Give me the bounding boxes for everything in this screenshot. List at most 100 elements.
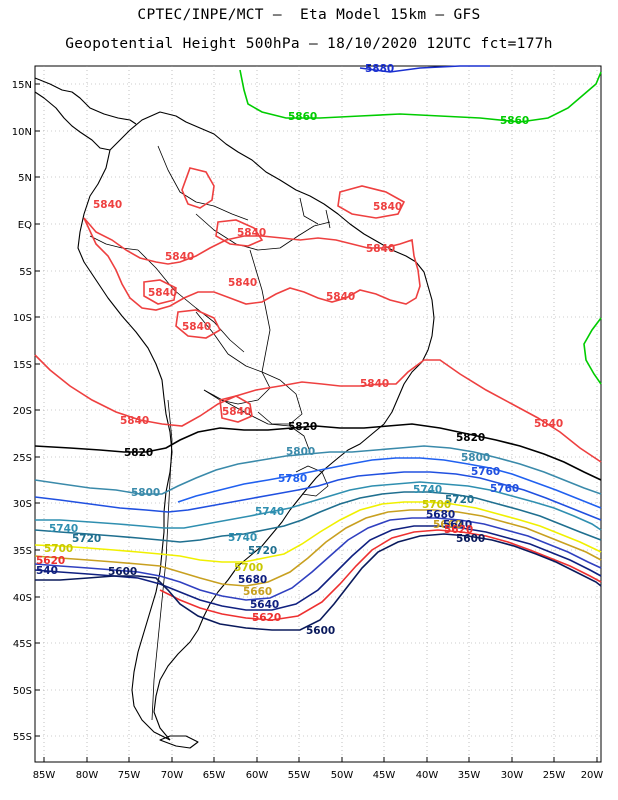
tierra-del-fuego (159, 735, 199, 749)
contour-5840-patch-6 (143, 279, 177, 305)
contour-label-5740-4: 5740 (228, 532, 257, 544)
lon-label-50w: 50W (331, 770, 354, 781)
contour-5860-east (583, 317, 602, 385)
border-guianas (299, 197, 331, 229)
lon-label-80w: 80W (76, 770, 99, 781)
border-bolivia (195, 311, 271, 405)
contour-label-5840-7: 5840 (148, 287, 177, 299)
lat-label-30s: 30S (13, 499, 32, 510)
lat-label-10n: 10N (12, 127, 32, 138)
contour-label-5860-2: 5860 (500, 115, 529, 127)
contour-5640 (34, 525, 602, 611)
lat-label-45s: 45S (13, 639, 32, 650)
country-borders (89, 145, 331, 721)
lat-label-35s: 35S (13, 546, 32, 557)
lat-label-10s: 10S (13, 313, 32, 324)
contour-label-5700-1: 5700 (422, 499, 451, 511)
border-ecuador-peru (89, 235, 139, 251)
contour-label-5840-1: 5840 (93, 199, 122, 211)
lat-label-eq: EQ (18, 220, 32, 231)
lon-label-65w: 65W (203, 770, 226, 781)
lon-label-55w: 55W (288, 770, 311, 781)
contour-label-5780-1: 5780 (278, 473, 307, 485)
longitude-labels: 85W 80W 75W 70W 65W 60W 55W 50W 45W 40W … (33, 770, 604, 781)
contour-5840-patch-1 (181, 167, 215, 209)
contour-5840-patch-2 (337, 185, 406, 219)
lon-label-85w: 85W (33, 770, 56, 781)
lat-label-20s: 20S (13, 406, 32, 417)
contour-label-5640-2: 5640 (443, 519, 472, 531)
lon-label-35w: 35W (458, 770, 481, 781)
contour-label-5820-2: 5820 (456, 432, 485, 444)
contour-label-5840-10: 5840 (360, 378, 389, 390)
border-brazil-inner (249, 249, 271, 373)
contour-5820 (34, 423, 602, 481)
contour-5700 (34, 501, 602, 563)
contour-label-5640-1: 5640 (250, 599, 279, 611)
lon-label-45w: 45W (373, 770, 396, 781)
lon-label-70w: 70W (161, 770, 184, 781)
contour-5740 (35, 481, 602, 531)
border-argentina-north (203, 389, 311, 453)
contour-5840-west (34, 354, 602, 463)
contour-label-5840-8: 5840 (326, 291, 355, 303)
contour-5840-amazon (83, 217, 421, 311)
contour-label-5840-11: 5840 (222, 406, 251, 418)
contour-label-5600-1: 5600 (456, 533, 485, 545)
title-line-1: CPTEC/INPE/MCT – Eta Model 15km – GFS (137, 7, 481, 23)
contour-5760 (34, 471, 602, 521)
lat-label-55s: 55S (13, 732, 32, 743)
contour-5840-patch-5 (219, 395, 253, 423)
coastlines (34, 77, 435, 749)
lat-label-50s: 50S (13, 686, 32, 697)
central-america-coast-north (34, 91, 111, 151)
contour-label-5700-2: 5700 (44, 543, 73, 555)
contour-label-5720-2: 5720 (72, 533, 101, 545)
contour-label-5840-5: 5840 (165, 251, 194, 263)
contour-label-5620-2: 5620 (252, 612, 281, 624)
contour-label-5840-2: 5840 (373, 201, 402, 213)
contour-label-5820-3: 5820 (124, 447, 153, 459)
lat-label-15s: 15S (13, 360, 32, 371)
contour-label-5820-1: 5820 (288, 421, 317, 433)
contour-5840-patch-4 (175, 309, 222, 339)
contour-label-5760-1: 5760 (471, 466, 500, 478)
title-line-2: Geopotential Height 500hPa – 18/10/2020 … (65, 36, 553, 52)
contour-5680 (34, 509, 602, 587)
contour-label-5700-3: 5700 (234, 562, 263, 574)
contour-label-5740-1: 5740 (413, 484, 442, 496)
contour-label-5640-3: 540 (36, 565, 58, 577)
contour-label-5620-1: 5620 (444, 524, 473, 536)
contour-5880 (359, 65, 490, 73)
contour-label-5800-2: 5800 (461, 452, 490, 464)
contour-labels: 5880 5860 5860 5840 5840 5840 5840 5840 … (36, 63, 563, 637)
border-brazil-north (195, 213, 331, 251)
contour-5660 (34, 517, 602, 601)
contour-label-5600-3: 5600 (306, 625, 335, 637)
border-argentina-chile (151, 399, 173, 721)
contour-label-5840-9: 5840 (182, 321, 211, 333)
contour-label-5740-3: 5740 (49, 523, 78, 535)
contour-5620 (159, 529, 602, 621)
contour-label-5800-3: 5800 (131, 487, 160, 499)
lon-label-25w: 25W (543, 770, 566, 781)
contour-label-5720-3: 5720 (248, 545, 277, 557)
contour-label-5840-3: 5840 (237, 227, 266, 239)
contour-label-5660-2: 5660 (243, 586, 272, 598)
lat-label-25s: 25S (13, 453, 32, 464)
south-america-coast (109, 111, 435, 741)
lon-label-30w: 30W (501, 770, 524, 781)
contour-label-5740-2: 5740 (255, 506, 284, 518)
map-title: CPTEC/INPE/MCT – Eta Model 15km – GFS Ge… (0, 0, 618, 60)
contour-label-5660-1: 5660 (433, 519, 462, 531)
contour-label-5620-3: 5620 (36, 555, 65, 567)
contour-label-5880-1: 5880 (365, 63, 394, 75)
central-america-coast (34, 77, 137, 125)
contour-label-5860-1: 5860 (288, 111, 317, 123)
plot-frame (34, 65, 602, 763)
tick-marks (35, 83, 598, 762)
contour-label-5600-2: 5600 (108, 566, 137, 578)
border-uruguay (295, 465, 329, 497)
contour-5860-north (239, 69, 602, 123)
